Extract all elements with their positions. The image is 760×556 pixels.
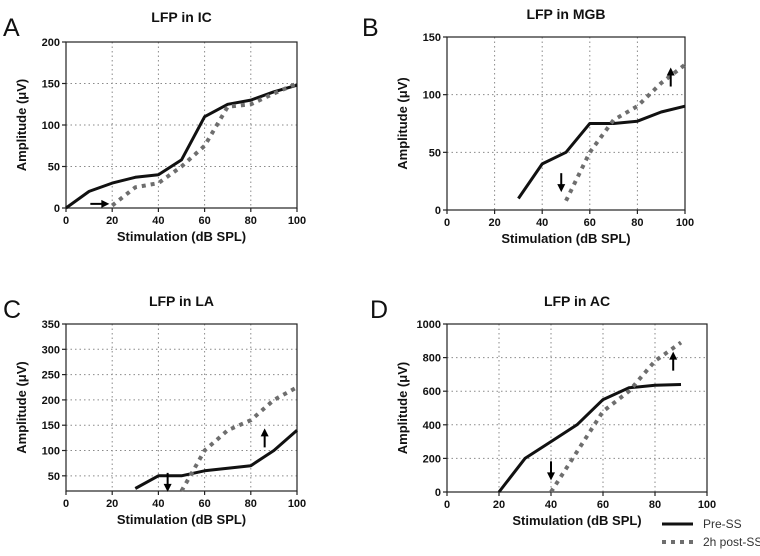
y-axis-label: Amplitude (μV): [395, 77, 410, 169]
x-tick-label: 40: [545, 499, 557, 511]
series-line-pre-ss: [497, 383, 682, 493]
y-tick-label: 0: [435, 205, 441, 217]
annotation-arrow-head: [669, 351, 678, 360]
y-tick-label: 300: [42, 344, 60, 356]
y-axis-label: Amplitude (μV): [14, 361, 29, 453]
plot-frame: [65, 41, 298, 209]
plot-frame: [446, 36, 686, 211]
chart-panel-b: B LFP in MGB 0 20 40 60 80 100 0 50 100 150 Stimulat…: [362, 6, 694, 246]
chart-panel-a: A LFP in IC 0 20 40 60 80 100 0 50 100 150 200 Stimul…: [3, 9, 306, 244]
y-axis-label: Amplitude (μV): [395, 362, 410, 454]
series-line-pre-ss: [517, 104, 686, 200]
y-tick-label: 50: [429, 147, 441, 159]
x-tick-label: 0: [444, 499, 450, 511]
panel-letter: A: [3, 14, 20, 42]
x-axis-label: Stimulation (dB SPL): [501, 231, 630, 246]
x-tick-label: 40: [152, 215, 164, 227]
chart-panel-d: D LFP in AC0 20 40 60 80 10002004006008001000S…: [370, 293, 716, 528]
series-line-pre-ss: [65, 83, 298, 210]
x-tick-label: 20: [106, 498, 118, 510]
x-tick-label: 100: [676, 217, 694, 229]
x-tick-label: 80: [631, 217, 643, 229]
x-tick-label: 20: [488, 217, 500, 229]
y-tick-label: 250: [42, 370, 60, 382]
y-tick-label: 100: [42, 120, 60, 132]
x-tick-label: 40: [536, 217, 548, 229]
x-axis-label: Stimulation (dB SPL): [117, 512, 246, 527]
chart-title: LFP in IC: [151, 9, 211, 25]
y-tick-label: 800: [423, 353, 441, 365]
x-tick-label: 60: [198, 215, 210, 227]
panel-letter: B: [362, 14, 379, 42]
y-tick-label: 150: [42, 79, 60, 91]
x-tick-label: 20: [493, 499, 505, 511]
x-tick-label: 80: [245, 215, 257, 227]
x-axis-label: Stimulation (dB SPL): [512, 513, 641, 528]
x-tick-label: 60: [597, 499, 609, 511]
x-tick-label: 80: [245, 498, 257, 510]
y-tick-label: 100: [42, 446, 60, 458]
x-tick-label: 60: [584, 217, 596, 229]
legend-pre-label: Pre-SS: [703, 517, 742, 531]
series-line-post-ss: [549, 340, 683, 494]
panel-letter: D: [370, 296, 388, 324]
x-tick-label: 0: [63, 215, 69, 227]
y-tick-label: 350: [42, 319, 60, 331]
annotation-arrow-head: [666, 67, 675, 76]
y-tick-label: 100: [423, 90, 441, 102]
y-tick-label: 150: [423, 32, 441, 44]
series-line-post-ss: [179, 385, 298, 492]
y-tick-label: 0: [435, 487, 441, 499]
x-axis-label: Stimulation (dB SPL): [117, 229, 246, 244]
y-axis-label: Amplitude (μV): [14, 79, 29, 171]
y-tick-label: 50: [48, 471, 60, 483]
y-tick-label: 200: [42, 37, 60, 49]
legend: Pre-SS 2h post-SS: [662, 517, 760, 549]
series-line-post-ss: [564, 63, 687, 202]
y-tick-label: 0: [54, 203, 60, 215]
chart-panel-c: C LFP in LA 0 20 40 60 80 100 50 100 150 200 250 300 3…: [3, 293, 306, 527]
y-tick-label: 200: [42, 395, 60, 407]
y-tick-label: 50: [48, 162, 60, 174]
x-tick-label: 100: [288, 498, 306, 510]
series-line-post-ss: [110, 81, 298, 208]
x-tick-label: 0: [63, 498, 69, 510]
annotation-arrow-head: [163, 483, 172, 492]
y-tick-label: 600: [423, 386, 441, 398]
plot-frame: [446, 323, 708, 493]
panel-letter: C: [3, 296, 21, 324]
chart-title: LFP in LA: [149, 293, 214, 309]
y-tick-label: 400: [423, 420, 441, 432]
x-tick-label: 0: [444, 217, 450, 229]
series-line-pre-ss: [134, 429, 298, 490]
y-tick-label: 1000: [417, 319, 441, 331]
x-tick-label: 80: [649, 499, 661, 511]
legend-post-label: 2h post-SS: [703, 535, 760, 549]
x-tick-label: 20: [106, 215, 118, 227]
annotation-arrow-head: [101, 199, 110, 208]
x-tick-label: 100: [288, 215, 306, 227]
y-tick-label: 150: [42, 420, 60, 432]
x-tick-label: 40: [152, 498, 164, 510]
chart-title: LFP in AC: [544, 293, 610, 309]
annotation-arrow-head: [547, 472, 555, 481]
y-tick-label: 200: [423, 453, 441, 465]
x-tick-label: 100: [698, 499, 716, 511]
chart-title: LFP in MGB: [526, 6, 605, 22]
annotation-arrow-head: [260, 428, 269, 437]
x-tick-label: 60: [198, 498, 210, 510]
annotation-arrow-head: [557, 184, 566, 193]
